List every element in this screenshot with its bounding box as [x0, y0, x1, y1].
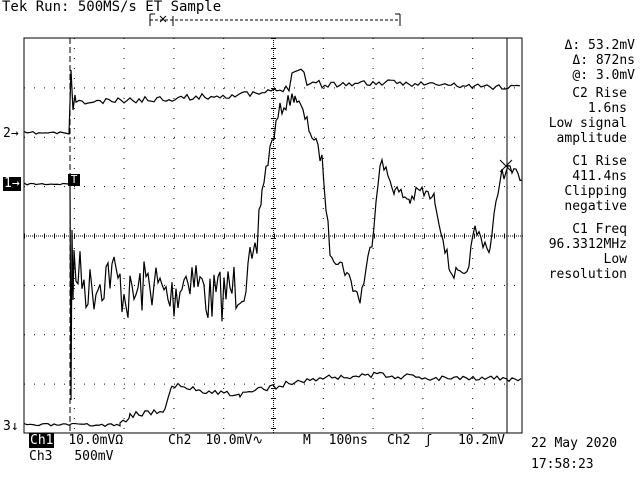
- graticule-grid: [24, 38, 523, 433]
- ch3-ground-marker[interactable]: 3↓: [3, 419, 19, 434]
- c1-freq-title: C1 Freq: [572, 222, 627, 237]
- timebase-settings[interactable]: M 100ns: [303, 433, 368, 448]
- c1-freq-note: resolution: [548, 267, 627, 282]
- trigger-slope-icon: ʃ: [424, 433, 433, 448]
- c2-rise-value: 1.6ns: [587, 101, 627, 116]
- c2-rise-title: C2 Rise: [572, 86, 627, 101]
- ch1-settings[interactable]: Ch1 10.0mVΩ: [29, 433, 123, 448]
- trace-ch3: [23, 371, 522, 428]
- ch3-scale: 500mV: [74, 449, 114, 464]
- ch1-tag: Ch1: [29, 433, 55, 448]
- ch2-settings[interactable]: Ch2 10.0mV∿: [168, 433, 263, 448]
- timebase-value: 100ns: [328, 433, 368, 448]
- timebase-label: M: [303, 433, 311, 448]
- ch3-settings[interactable]: Ch3 500mV: [29, 449, 113, 464]
- c1-rise-note: negative: [564, 199, 627, 214]
- ch2-ground-marker[interactable]: 2→: [3, 126, 19, 141]
- c1-rise-note: Clipping: [564, 184, 627, 199]
- ch2-scale: 10.0mV∿: [205, 433, 264, 448]
- trigger-position-marker[interactable]: T: [68, 174, 80, 186]
- delta-voltage-readout: Δ: 53.2mV: [564, 38, 635, 53]
- trigger-level: 10.2mV: [457, 433, 505, 448]
- ch1-scale: 10.0mVΩ: [68, 433, 124, 448]
- ch2-label: Ch2: [168, 433, 192, 448]
- ch1-ground-marker[interactable]: 1→: [3, 176, 21, 191]
- measurement-panel: Δ: 53.2mV Δ: 872ns @: 3.0mV C2 Rise 1.6n…: [527, 38, 635, 290]
- cursor-voltage-readout: @: 3.0mV: [572, 68, 635, 83]
- date-readout: 22 May 2020: [531, 436, 618, 451]
- trace-ch1: [23, 93, 523, 401]
- acquisition-status: Tek Run: 500MS/s ET Sample: [2, 0, 222, 15]
- trigger-settings[interactable]: Ch2 ʃ 10.2mV: [387, 433, 505, 448]
- record-window-indicator: [149, 13, 401, 26]
- c1-freq-value: 96.3312MHz: [548, 237, 627, 252]
- time-readout: 17:58:23: [531, 457, 594, 472]
- trace-ch2: [23, 68, 521, 135]
- c2-rise-note: amplitude: [556, 131, 627, 146]
- ch3-label: Ch3: [29, 449, 53, 464]
- trigger-source: Ch2: [387, 433, 411, 448]
- c1-rise-title: C1 Rise: [572, 154, 627, 169]
- c1-rise-value: 411.4ns: [572, 169, 627, 184]
- c2-rise-note: Low signal: [548, 116, 627, 131]
- delta-time-readout: Δ: 872ns: [572, 53, 635, 68]
- c1-freq-note: Low: [603, 252, 627, 267]
